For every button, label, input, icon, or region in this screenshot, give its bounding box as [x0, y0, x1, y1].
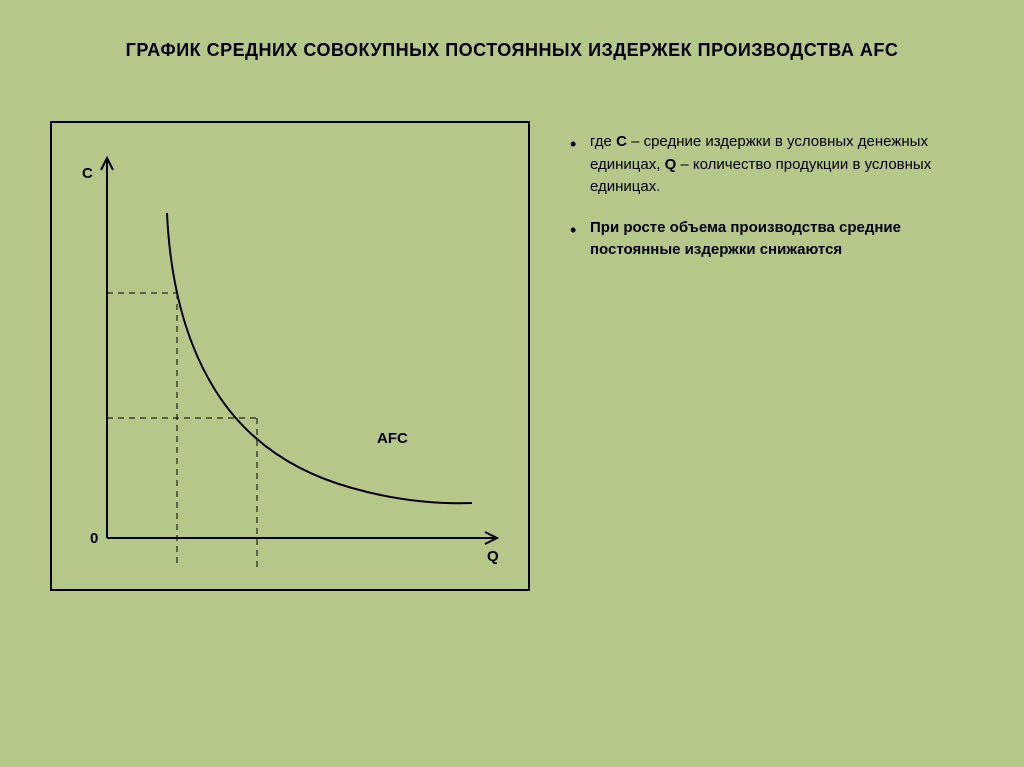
slide-container: ГРАФИК СРЕДНИХ СОВОКУПНЫХ ПОСТОЯННЫХ ИЗД…: [0, 0, 1024, 767]
svg-text:Q: Q: [487, 548, 499, 565]
bold-c: C: [616, 133, 627, 150]
content-area: C Q 0 AFC где C – средние издержки в условн…: [50, 121, 974, 727]
svg-text:C: C: [82, 165, 93, 182]
bullet-list: где C – средние издержки в условных дене…: [570, 131, 974, 262]
afc-chart: C Q 0 AFC: [52, 123, 532, 593]
bullet-item: где C – средние издержки в условных дене…: [570, 131, 974, 199]
bullet-text: где: [590, 133, 616, 150]
text-panel: где C – средние издержки в условных дене…: [570, 121, 974, 727]
chart-container: C Q 0 AFC: [50, 121, 530, 591]
bullet-text-bold: При росте объема производства средние по…: [590, 219, 901, 259]
svg-text:AFC: AFC: [377, 430, 408, 447]
bullet-item: При росте объема производства средние по…: [570, 217, 974, 262]
slide-title: ГРАФИК СРЕДНИХ СОВОКУПНЫХ ПОСТОЯННЫХ ИЗД…: [50, 40, 974, 61]
svg-text:0: 0: [90, 530, 98, 547]
bold-q: Q: [665, 156, 677, 173]
